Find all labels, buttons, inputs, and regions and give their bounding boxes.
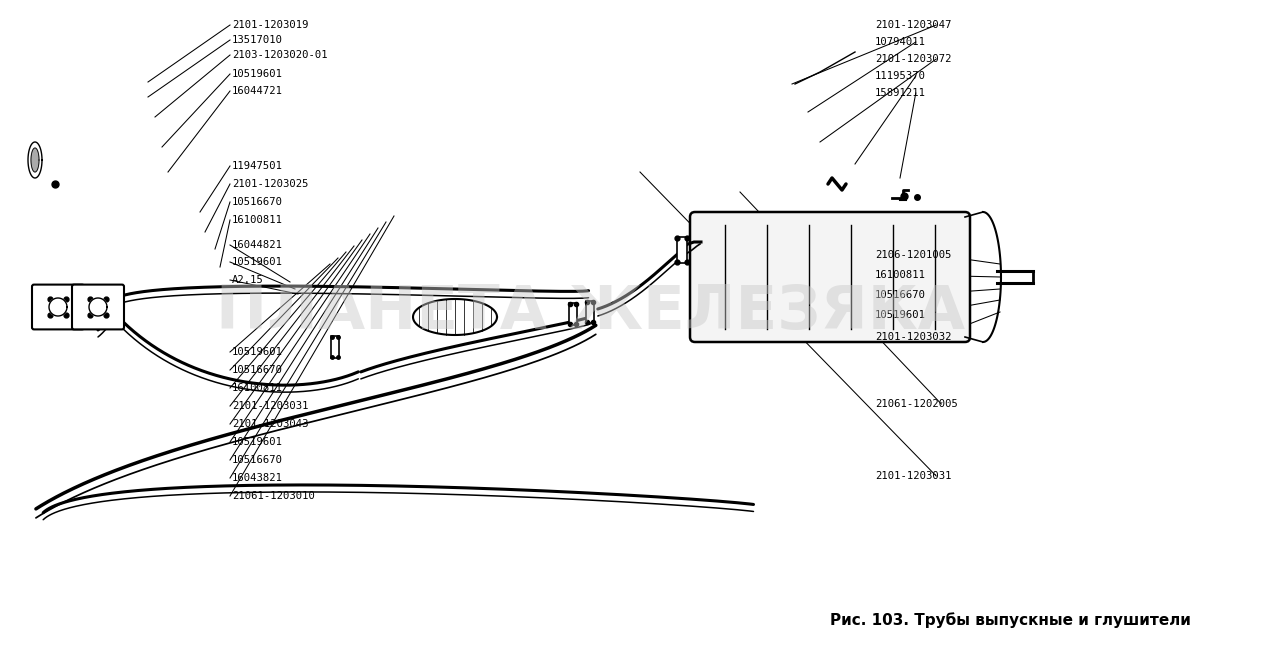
Bar — [330, 336, 339, 358]
Text: 16044821: 16044821 — [232, 240, 283, 250]
Text: 16043821: 16043821 — [232, 473, 283, 483]
Text: 16100811: 16100811 — [232, 383, 283, 393]
Polygon shape — [28, 142, 42, 178]
FancyBboxPatch shape — [690, 212, 970, 342]
Text: 21061-1203010: 21061-1203010 — [232, 491, 315, 501]
Text: 11947501: 11947501 — [232, 161, 283, 171]
Text: 11195370: 11195370 — [875, 71, 926, 81]
FancyBboxPatch shape — [72, 285, 124, 329]
Text: 10516670: 10516670 — [875, 290, 926, 300]
Text: 2101-1203031: 2101-1203031 — [232, 401, 309, 411]
Text: 2101-1203031: 2101-1203031 — [875, 471, 952, 481]
Text: 21061-1202005: 21061-1202005 — [875, 399, 958, 409]
Text: 10519601: 10519601 — [875, 310, 926, 320]
Text: 10516670: 10516670 — [232, 365, 283, 375]
Text: 10794011: 10794011 — [875, 37, 926, 47]
Text: 2101-1203025: 2101-1203025 — [232, 179, 309, 189]
Text: 2101-1203043: 2101-1203043 — [232, 419, 309, 429]
Polygon shape — [49, 298, 67, 316]
Text: 10519601: 10519601 — [232, 347, 283, 357]
Text: 10516670: 10516670 — [232, 197, 283, 207]
Bar — [569, 303, 576, 325]
Text: 2101-1203072: 2101-1203072 — [875, 54, 952, 64]
Polygon shape — [31, 148, 38, 172]
Text: 16100811: 16100811 — [232, 215, 283, 225]
Text: 16044721: 16044721 — [232, 86, 283, 96]
Text: Рис. 103. Трубы выпускные и глушители: Рис. 103. Трубы выпускные и глушители — [830, 612, 1190, 628]
Text: 2101-1203032: 2101-1203032 — [875, 332, 952, 342]
Text: 2101-1203047: 2101-1203047 — [875, 20, 952, 30]
Text: 10519601: 10519601 — [232, 257, 283, 267]
Text: 2103-1203020-01: 2103-1203020-01 — [232, 50, 328, 60]
Text: 10519601: 10519601 — [232, 437, 283, 447]
Polygon shape — [412, 299, 497, 335]
Text: 10516670: 10516670 — [232, 455, 283, 465]
Polygon shape — [88, 298, 108, 316]
FancyBboxPatch shape — [32, 285, 85, 329]
Text: 13517010: 13517010 — [232, 35, 283, 45]
Text: 10519601: 10519601 — [232, 69, 283, 79]
Bar — [676, 237, 687, 263]
Text: A2.15: A2.15 — [232, 275, 264, 285]
Text: 15891211: 15891211 — [875, 88, 926, 98]
Text: ПЛАНЕТА ЖЕЛЕЗЯКА: ПЛАНЕТА ЖЕЛЕЗЯКА — [215, 282, 965, 342]
Text: 16100811: 16100811 — [875, 270, 926, 280]
Bar — [585, 301, 594, 323]
Text: 2106-1201005: 2106-1201005 — [875, 250, 952, 260]
Text: 2101-1203019: 2101-1203019 — [232, 20, 309, 30]
